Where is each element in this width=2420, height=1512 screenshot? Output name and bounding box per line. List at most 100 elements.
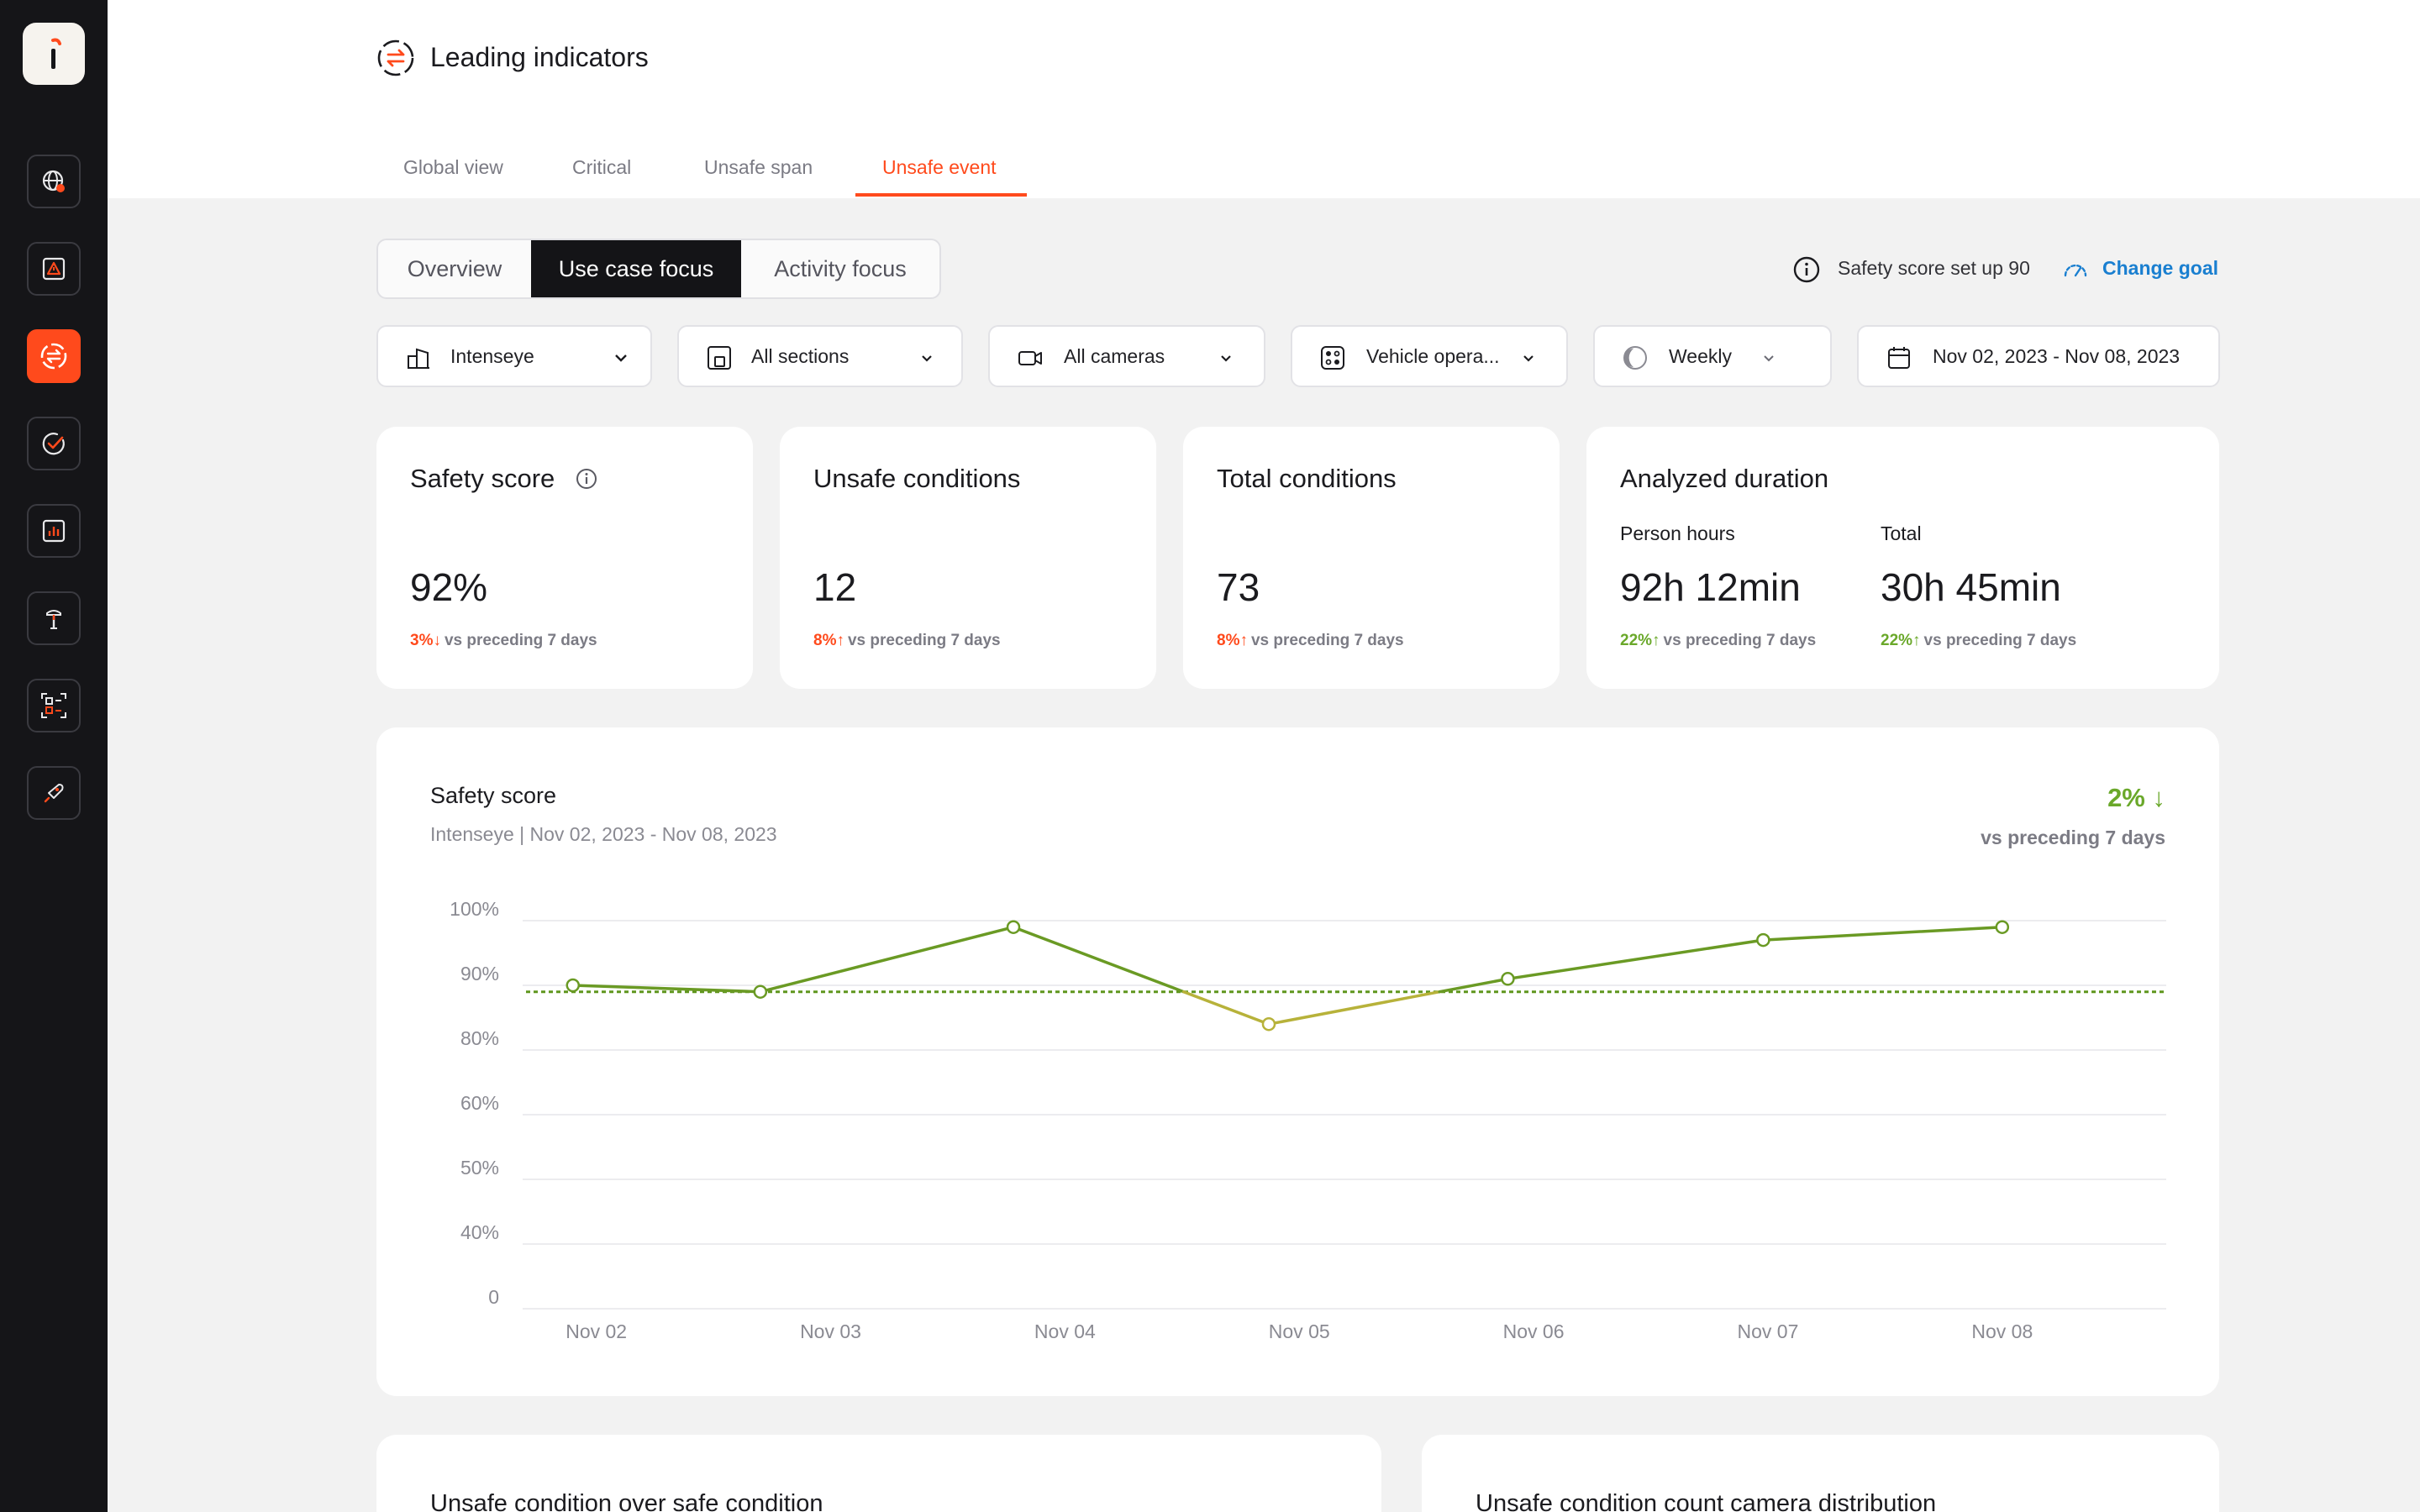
chevron-down-icon [615, 354, 627, 362]
nav-global-button[interactable] [27, 155, 81, 208]
data-point [566, 978, 581, 993]
series-line-segment [1012, 925, 1186, 994]
y-tick-label: 0 [488, 1286, 499, 1308]
person-hours-label: Person hours [1620, 522, 1735, 544]
vehicle-operation-icon [1321, 346, 1344, 370]
x-tick-label: Nov 03 [800, 1320, 861, 1342]
site-filter-dropdown[interactable]: Intenseye [376, 325, 652, 387]
nav-checklist-button[interactable] [27, 679, 81, 732]
tab-critical[interactable]: Critical [572, 156, 632, 178]
arrow-down-icon: ↓ [2152, 783, 2166, 812]
data-point [1501, 972, 1515, 986]
tab-unsafe-event[interactable]: Unsafe event [882, 156, 997, 178]
card-delta: 8%↑ vs preceding 7 days [1217, 632, 1404, 649]
data-point [1756, 932, 1770, 948]
card-title: Analyzed duration [1620, 464, 1829, 493]
info-icon[interactable] [1792, 255, 1821, 284]
calendar-icon [1888, 347, 1910, 369]
logo-icon [51, 38, 61, 69]
active-tab-indicator [855, 193, 1027, 197]
total-label: Total [1881, 522, 1922, 544]
chart-delta-vs: vs preceding 7 days [1981, 827, 2165, 848]
app-logo[interactable] [23, 23, 85, 85]
date-range-picker[interactable]: Nov 02, 2023 - Nov 08, 2023 [1857, 325, 2220, 387]
building-icon [408, 348, 429, 369]
total-conditions-card: Total conditions 73 8%↑ vs preceding 7 da… [1183, 427, 1560, 689]
segment-activity-focus[interactable]: Activity focus [774, 255, 907, 281]
series-line-segment [1267, 990, 1441, 1026]
cameras-filter-label: All cameras [1064, 345, 1165, 367]
series-line-segment [1761, 925, 2004, 942]
series-line-segment [571, 984, 762, 994]
data-point [1261, 1016, 1276, 1032]
nav-alerts-button[interactable] [27, 242, 81, 296]
chevron-down-icon [1221, 355, 1231, 362]
segment-use-case-focus[interactable]: Use case focus [531, 240, 741, 297]
arrow-up-icon: ↑ [1912, 632, 1921, 649]
page-title: Leading indicators [430, 42, 649, 72]
chart-subtitle: Intenseye | Nov 02, 2023 - Nov 08, 2023 [430, 823, 777, 845]
x-tick-label: Nov 05 [1269, 1320, 1330, 1342]
tab-global-view[interactable]: Global view [403, 156, 503, 178]
data-point [1006, 920, 1021, 934]
period-filter-label: Weekly [1669, 345, 1732, 367]
view-segmented-control: Overview Use case focus Activity focus [376, 239, 941, 299]
nav-workers-button[interactable] [27, 591, 81, 645]
x-tick-label: Nov 08 [1971, 1320, 2033, 1342]
nav-actions-button[interactable] [27, 417, 81, 470]
x-tick-label: Nov 07 [1738, 1320, 1799, 1342]
info-icon[interactable] [575, 467, 598, 491]
safety-score-chart-card: Safety score Intenseye | Nov 02, 2023 - … [376, 727, 2219, 1396]
checklist-icon [41, 693, 66, 718]
change-goal-link[interactable]: Change goal [2102, 257, 2219, 279]
rocket-icon [44, 784, 64, 803]
sections-filter-dropdown[interactable]: All sections [677, 325, 963, 387]
report-chart-icon [42, 519, 66, 543]
card-delta: 3%↓ vs preceding 7 days [410, 632, 597, 649]
chevron-down-icon [922, 355, 932, 362]
site-filter-label: Intenseye [450, 345, 534, 367]
card-title: Unsafe condition count camera distributi… [1476, 1490, 1937, 1512]
tab-unsafe-span[interactable]: Unsafe span [704, 156, 813, 178]
card-value: 73 [1217, 565, 1260, 609]
camera-icon [1018, 351, 1042, 365]
y-tick-label: 100% [450, 898, 499, 920]
warning-icon [42, 257, 66, 281]
usecase-filter-dropdown[interactable]: Vehicle opera... [1291, 325, 1568, 387]
nav-reports-button[interactable] [27, 504, 81, 558]
safety-goal-text: Safety score set up 90 [1838, 257, 2030, 279]
y-tick-label: 80% [460, 1027, 499, 1049]
usecase-filter-label: Vehicle opera... [1366, 345, 1500, 367]
unsafe-conditions-card: Unsafe conditions 12 8%↑ vs preceding 7 d… [780, 427, 1156, 689]
card-title: Unsafe conditions [813, 464, 1021, 493]
nav-leading-indicators-button[interactable] [27, 329, 81, 383]
sidebar [0, 0, 108, 1512]
chart-title: Safety score [430, 783, 557, 808]
date-range-label: Nov 02, 2023 - Nov 08, 2023 [1933, 345, 2181, 367]
card-value: 12 [813, 565, 857, 609]
segment-overview[interactable]: Overview [407, 255, 502, 281]
card-title: Total conditions [1217, 464, 1397, 493]
y-tick-label: 50% [460, 1157, 499, 1179]
x-tick-label: Nov 04 [1034, 1320, 1096, 1342]
series-line-segment [1438, 977, 1510, 994]
card-value: 92% [410, 565, 488, 609]
arrow-up-icon: ↑ [836, 632, 844, 649]
period-filter-dropdown[interactable]: Weekly [1593, 325, 1832, 387]
sections-icon [708, 346, 731, 370]
camera-distribution-card: Unsafe condition count camera distributi… [1422, 1435, 2219, 1512]
nav-launch-button[interactable] [27, 766, 81, 820]
worker-icon [46, 610, 61, 629]
page-header: Leading indicators Global view Critical … [108, 0, 2420, 198]
cameras-filter-dropdown[interactable]: All cameras [988, 325, 1265, 387]
card-delta: 8%↑ vs preceding 7 days [813, 632, 1001, 649]
safety-score-card: Safety score 92% 3%↓ vs preceding 7 days [376, 427, 753, 689]
series-line-segment [1506, 938, 1765, 981]
series-line-segment [1181, 990, 1270, 1026]
gauge-icon [2064, 264, 2087, 277]
x-tick-label: Nov 06 [1503, 1320, 1565, 1342]
chevron-down-icon [1523, 355, 1534, 362]
y-tick-label: 60% [460, 1092, 499, 1114]
sections-filter-label: All sections [751, 345, 850, 367]
x-tick-label: Nov 02 [566, 1320, 627, 1342]
